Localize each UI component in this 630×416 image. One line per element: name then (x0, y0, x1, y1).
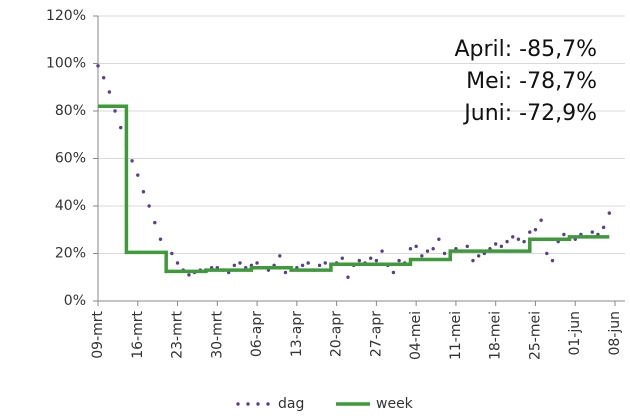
legend-symbol (256, 402, 260, 406)
y-tick-label: 60% (55, 151, 86, 167)
x-tick-label: 25-mei (527, 311, 543, 360)
annotation: Mei: -78,7% (466, 69, 597, 94)
day-point (442, 251, 447, 256)
x-tick-label: 01-jun (567, 311, 583, 356)
day-point (96, 64, 100, 68)
day-point (493, 242, 498, 246)
y-tick-label: 100% (46, 56, 86, 72)
day-point (136, 173, 140, 177)
day-point (505, 239, 509, 244)
x-tick-label: 23-mrt (170, 310, 186, 358)
week-line (98, 104, 610, 274)
day-point (414, 244, 418, 249)
day-point (175, 261, 180, 265)
x-tick-label: 11-mei (448, 311, 464, 360)
day-point (539, 218, 543, 222)
day-point (550, 258, 555, 263)
day-point (153, 220, 157, 225)
day-point (113, 109, 117, 113)
day-point (107, 90, 112, 94)
day-point (391, 270, 396, 275)
grid (93, 15, 625, 306)
day-point (397, 258, 401, 263)
day-point (300, 263, 305, 268)
day-point (516, 237, 521, 241)
day-point (306, 261, 310, 265)
day-point (238, 261, 242, 265)
annotation: April: -85,7% (454, 37, 597, 62)
legend-label: dag (278, 396, 304, 412)
x-tick-label: 20-apr (329, 311, 345, 357)
legend-symbol (246, 402, 250, 406)
day-point (317, 263, 322, 268)
x-tick-label: 13-apr (289, 311, 305, 357)
day-point (562, 232, 566, 237)
day-point (323, 261, 327, 265)
day-point (158, 237, 163, 241)
day-point (420, 254, 424, 258)
x-tick-label: 30-mrt (209, 310, 225, 358)
day-point (545, 251, 549, 256)
day-point (528, 230, 532, 234)
y-tick-label: 40% (55, 198, 86, 214)
day-point (346, 275, 350, 279)
day-point (283, 270, 288, 275)
day-point (431, 247, 435, 251)
day-point (340, 256, 344, 260)
day-point (499, 244, 504, 249)
day-point (607, 211, 612, 215)
legend-label: week (376, 396, 414, 412)
day-point (369, 256, 373, 260)
day-point (130, 159, 134, 163)
day-point (425, 249, 430, 253)
day-point (590, 230, 594, 234)
day-point (522, 239, 526, 244)
marks (96, 64, 612, 279)
day-point (232, 263, 237, 268)
day-point (471, 258, 475, 263)
y-tick-label: 0% (64, 293, 86, 309)
x-tick-label: 27-apr (368, 311, 384, 357)
y-tick-label: 20% (55, 246, 86, 262)
annotation: Juni: -72,9% (462, 101, 597, 126)
day-point (380, 249, 384, 253)
day-point (119, 125, 123, 130)
day-point (141, 190, 146, 194)
day-point (374, 258, 379, 263)
x-tick-label: 09-mrt (90, 310, 106, 358)
x-tick-label: 08-jun (607, 311, 623, 356)
day-point (255, 261, 259, 265)
legend-symbol (236, 402, 240, 406)
day-point (601, 225, 606, 230)
day-point (147, 204, 151, 208)
day-point (465, 244, 469, 249)
x-tick-label: 16-mrt (130, 310, 146, 358)
day-point (278, 254, 282, 258)
legend-symbol (266, 402, 270, 406)
x-tick-label: 18-mei (488, 311, 504, 360)
day-point (437, 237, 441, 241)
day-point (187, 273, 191, 277)
day-point (511, 235, 515, 239)
y-tick-label: 80% (55, 103, 86, 119)
x-tick-label: 04-mei (408, 311, 424, 360)
y-tick-label: 120% (46, 8, 86, 24)
day-point (476, 254, 481, 258)
day-point (101, 76, 106, 80)
day-point (408, 247, 413, 251)
x-tick-label: 06-apr (249, 311, 265, 357)
day-point (170, 251, 174, 256)
day-point (357, 258, 362, 263)
day-point (533, 228, 538, 232)
